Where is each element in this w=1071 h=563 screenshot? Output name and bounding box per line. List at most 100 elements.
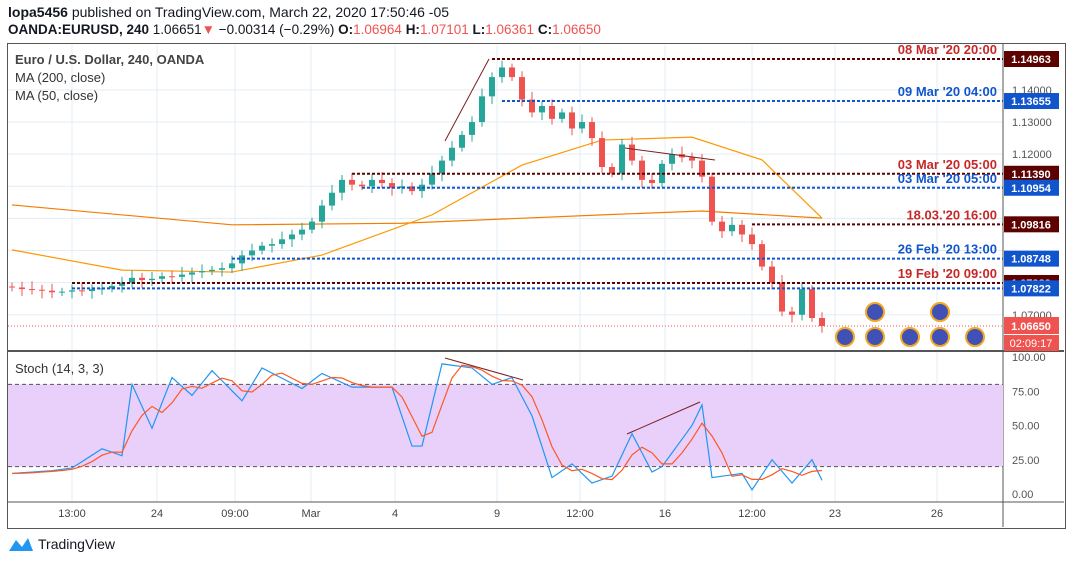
level-price-value: 1.10954 xyxy=(1011,183,1052,195)
candle xyxy=(789,311,795,315)
candle xyxy=(459,134,465,148)
level-price-value: 1.09816 xyxy=(1011,219,1051,231)
stoch-band xyxy=(8,384,1003,467)
candle xyxy=(589,122,595,139)
candle xyxy=(389,183,395,188)
candle xyxy=(269,244,275,246)
x-tick-label: 13:00 xyxy=(58,508,86,520)
candle xyxy=(349,179,355,185)
candle xyxy=(729,224,735,232)
last-price: 1.06651 xyxy=(152,22,202,37)
published-text: published on TradingView.com, March 22, … xyxy=(71,4,450,20)
candle xyxy=(369,179,375,187)
level-price-badge xyxy=(1004,93,1059,110)
candle xyxy=(699,160,705,177)
candle xyxy=(689,157,695,161)
candle xyxy=(599,138,605,168)
candle xyxy=(519,77,525,100)
candle xyxy=(79,290,85,292)
candle xyxy=(479,96,485,123)
tradingview-logo[interactable]: TradingView xyxy=(8,536,115,552)
level-price-badge xyxy=(1004,280,1059,297)
legend-stoch[interactable]: Stoch (14, 3, 3) xyxy=(15,361,104,376)
candle xyxy=(219,268,225,270)
candle xyxy=(249,250,255,256)
stoch-k-line xyxy=(11,363,823,492)
publisher: lopa5456 xyxy=(8,4,68,20)
candle xyxy=(749,234,755,245)
open-value: 1.06964 xyxy=(353,22,402,37)
trend-line xyxy=(624,147,716,161)
close-value: 1.06650 xyxy=(552,22,601,37)
x-tick-label: 9 xyxy=(494,508,500,520)
level-label: 19 Feb '20 09:00 xyxy=(898,266,997,281)
economic-event-icon xyxy=(930,327,950,347)
candle xyxy=(129,277,135,283)
level-price-value: 1.11390 xyxy=(1011,169,1050,181)
high-label: H: xyxy=(405,22,420,37)
economic-event-icon xyxy=(865,327,885,347)
economic-event-icon xyxy=(900,327,920,347)
trend-line xyxy=(444,58,490,142)
candle xyxy=(59,291,65,293)
candle xyxy=(159,276,165,279)
x-tick-label: 12:00 xyxy=(738,508,766,520)
economic-event-icon xyxy=(930,302,950,322)
candle xyxy=(669,154,675,164)
candle xyxy=(119,282,125,286)
stoch-d-line xyxy=(11,364,823,481)
candle xyxy=(429,173,435,185)
candle xyxy=(9,286,15,288)
legend-ma50[interactable]: MA (50, close) xyxy=(15,88,99,103)
level-label: 08 Mar '20 20:00 xyxy=(898,42,997,57)
ohlc-bar: OANDA:EURUSD, 240 1.06651▼ −0.00314 (−0.… xyxy=(8,22,601,37)
candle xyxy=(359,184,365,187)
down-triangle-icon: ▼ xyxy=(201,22,215,37)
tradingview-logo-icon xyxy=(9,538,33,551)
candle xyxy=(109,285,115,289)
stoch-tick-label: 0.00 xyxy=(1012,489,1033,501)
candle xyxy=(629,144,635,161)
candle xyxy=(719,221,725,232)
candle xyxy=(649,179,655,184)
stoch-trend-line xyxy=(444,357,524,381)
legend-ma200[interactable]: MA (200, close) xyxy=(15,70,106,85)
candle xyxy=(499,67,505,78)
countdown-value: 02:09:17 xyxy=(1010,338,1053,350)
candle xyxy=(29,289,35,291)
economic-event-icon xyxy=(865,302,885,322)
level-price-badge xyxy=(1004,51,1059,67)
candle xyxy=(199,271,205,273)
legend-title: Euro / U.S. Dollar, 240, OANDA xyxy=(15,52,205,67)
publish-info: lopa5456 published on TradingView.com, M… xyxy=(8,4,449,20)
low-value: 1.06361 xyxy=(485,22,535,37)
economic-event-icon xyxy=(835,327,855,347)
level-price-value: 1.07822 xyxy=(1011,283,1051,295)
stoch-tick-label: 100.00 xyxy=(1012,352,1046,364)
chart-frame[interactable] xyxy=(7,43,1066,529)
high-value: 1.07101 xyxy=(419,22,469,37)
candle xyxy=(89,289,95,292)
candle xyxy=(329,192,335,206)
open-label: O: xyxy=(338,22,354,37)
x-tick-label: 09:00 xyxy=(221,508,249,520)
candle xyxy=(709,176,715,222)
candle xyxy=(509,67,515,78)
stoch-tick-label: 75.00 xyxy=(1012,386,1040,398)
candle xyxy=(449,147,455,161)
level-price-badge xyxy=(1004,216,1059,233)
candle xyxy=(149,278,155,281)
level-label: 18.03.'20 16:00 xyxy=(906,207,997,222)
candle xyxy=(189,272,195,275)
ma50-line xyxy=(11,136,823,273)
candle xyxy=(809,289,815,318)
candle xyxy=(639,160,645,180)
candle xyxy=(259,245,265,251)
candle xyxy=(489,77,495,97)
stoch-tick-label: 50.00 xyxy=(1012,421,1040,433)
candle xyxy=(279,239,285,245)
stoch-tick-label: 25.00 xyxy=(1012,455,1040,467)
x-tick-label: 4 xyxy=(392,508,398,520)
current-price-badge xyxy=(1004,317,1059,335)
